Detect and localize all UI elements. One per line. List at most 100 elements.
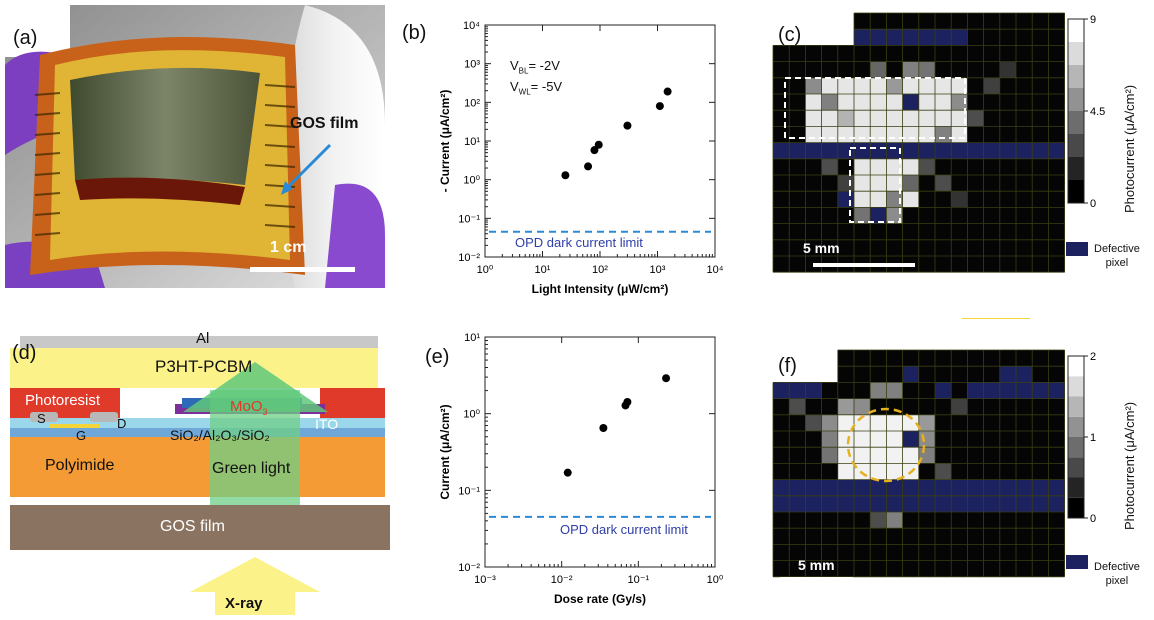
colorbar-segment: [1068, 88, 1084, 111]
defective-pixel: [967, 479, 984, 496]
defective-pixel: [886, 142, 903, 159]
panel-f: 2 1 0 (f) 5 mm Photocurrent (μA/cm²) Defec…: [768, 345, 1154, 615]
map-pixel: [902, 175, 919, 192]
defective-pixel: [902, 479, 919, 496]
x-tick-label: 10⁰: [477, 264, 494, 276]
defective-pixel: [789, 142, 806, 159]
colorbar-segment: [1068, 437, 1084, 458]
map-pixel: [902, 110, 919, 127]
x-tick-label: 10¹: [535, 264, 551, 276]
map-pixel: [837, 414, 854, 431]
map-pixel: [902, 191, 919, 208]
map-pixel: [886, 94, 903, 111]
y-tick-label: 10⁻²: [458, 562, 480, 574]
roi-outline: [784, 77, 966, 139]
defective-pixel: [935, 382, 952, 399]
scalebar-f-label: 5 mm: [798, 557, 835, 573]
map-pixel: [886, 382, 903, 399]
colorbar-tick-label: 0: [1090, 513, 1096, 525]
defective-pixel: [789, 479, 806, 496]
al-layer: [20, 336, 378, 348]
map-pixel: [854, 207, 871, 224]
colorbar-tick-label: 1: [1090, 432, 1096, 444]
panel-b-label: (b): [402, 22, 427, 44]
scalebar-c-label: 5 mm: [803, 240, 840, 256]
map-pixel: [918, 431, 935, 448]
y-tick-label: 10⁻²: [458, 252, 480, 264]
map-pixel: [886, 207, 903, 224]
defective-pixel: [983, 382, 1000, 399]
gos-layer: [10, 505, 390, 550]
scalebar-a-label: 1 cm: [270, 239, 307, 256]
defective-pixel: [918, 495, 935, 512]
map-pixel: [870, 77, 887, 94]
scalebar: [780, 577, 853, 581]
x-tick-label: 10²: [592, 264, 608, 276]
polyimide-label: Polyimide: [45, 457, 115, 474]
gos-film-label: GOS film: [290, 115, 359, 132]
dark-current-label-b: OPD dark current limit: [515, 235, 643, 250]
map-pixel: [854, 94, 871, 111]
defective-pixel: [918, 29, 935, 46]
map-pixel: [837, 126, 854, 143]
chart-b: 10⁰ 10¹ 10² 10³ 10⁴ 10⁻² 10⁻¹ 10⁰ 10¹ 10² 10³ 10⁴ Li…: [438, 20, 724, 296]
x-tick-label: 10⁻²: [551, 574, 573, 586]
map-pixel: [918, 414, 935, 431]
map-pixel: [918, 110, 935, 127]
map-pixel: [918, 158, 935, 175]
defective-pixel: [935, 29, 952, 46]
colorbar-tick-label: 0: [1090, 198, 1096, 210]
defective-pixel: [837, 142, 854, 159]
defective-pixel: [1032, 495, 1049, 512]
defective-pixel: [854, 29, 871, 46]
data-point: [599, 424, 608, 433]
colorbar-segment: [1068, 180, 1084, 203]
y-axis-label: - Current (μA/cm²): [438, 90, 452, 193]
defective-pixel: [983, 495, 1000, 512]
defective-pixel: [1048, 142, 1065, 159]
photoresist-label: Photoresist: [25, 392, 101, 409]
colorbar-segment: [1068, 457, 1084, 478]
data-point: [563, 468, 572, 477]
p3ht-layer: [10, 348, 378, 388]
defective-pixel: [935, 142, 952, 159]
defective-pixel: [870, 207, 887, 224]
defective-pixel: [1016, 382, 1033, 399]
map-pixel: [837, 463, 854, 480]
colorbar-tick-label: 9: [1090, 14, 1096, 26]
map-pixel: [983, 77, 1000, 94]
map-pixel: [935, 110, 952, 127]
defective-pixel: [1016, 479, 1033, 496]
map-pixel: [935, 126, 952, 143]
al-label: Al: [196, 330, 210, 347]
defective-pixel: [999, 495, 1016, 512]
defective-pixel: [902, 29, 919, 46]
defective-pixel: [805, 142, 822, 159]
map-pixel: [902, 158, 919, 175]
defective-pixel: [902, 94, 919, 111]
map-pixel: [805, 110, 822, 127]
defective-pixel: [999, 142, 1016, 159]
y-tick-label: 10³: [464, 59, 480, 71]
x-axis-label: Light Intensity (μW/cm²): [532, 282, 669, 296]
map-pixel: [854, 77, 871, 94]
defective-pixel: [805, 479, 822, 496]
map-pixel: [870, 512, 887, 529]
defective-pixel: [999, 366, 1016, 383]
x-tick-label: 10⁻¹: [627, 574, 649, 586]
scalebar-a: [250, 267, 355, 272]
map-pixel: [837, 398, 854, 415]
map-pixel: [837, 447, 854, 464]
map-pixel: [918, 94, 935, 111]
defective-pixel: [967, 382, 984, 399]
defective-pixel: [983, 479, 1000, 496]
y-tick-label: 10⁰: [463, 409, 480, 421]
defective-pixel: [967, 495, 984, 512]
map-pixel: [902, 414, 919, 431]
panel-c-label: (c): [778, 24, 802, 46]
colorbar-segment: [1068, 396, 1084, 417]
map-pixel: [837, 77, 854, 94]
x-tick-label: 10³: [650, 264, 666, 276]
map-pixel: [886, 512, 903, 529]
defective-pixel: [1032, 479, 1049, 496]
